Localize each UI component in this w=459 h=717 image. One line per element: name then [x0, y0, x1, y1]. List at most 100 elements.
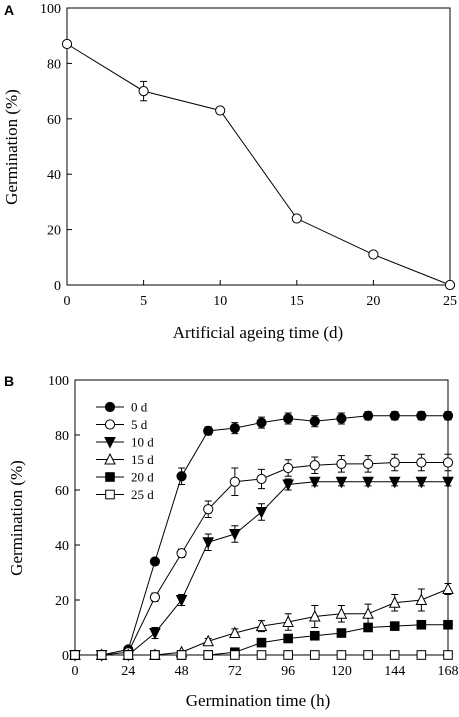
panel-b-series-3-point [415, 593, 428, 605]
panel-a-y-tick-label: 40 [47, 168, 61, 183]
panel-a-series-point [138, 86, 149, 97]
legend-marker [104, 437, 116, 449]
panel-b: B 0 24 48 72 96 120 144 168 0 20 40 60 80 100 0 d 5 d 1… [4, 373, 459, 710]
panel-b-y-tick-label: 80 [55, 429, 69, 444]
panel-b-series-5-point [283, 650, 293, 660]
panel-a-x-tick-label: 10 [213, 294, 227, 309]
panel-b-series-5-point [176, 650, 187, 660]
panel-a-x-axis-label: Artificial ageing time (d) [173, 323, 343, 342]
panel-b-series-0-point [176, 471, 187, 482]
legend-marker [105, 472, 115, 482]
panel-b-series-2 [69, 476, 454, 662]
panel-a-series-line [66, 43, 451, 286]
legend-label: 0 d [131, 400, 148, 415]
panel-b-series-5 [70, 650, 453, 660]
panel-b-x-tick-label: 120 [331, 664, 352, 679]
panel-b-series-3-point [202, 634, 215, 647]
panel-a-series [61, 38, 456, 291]
panel-b-series-4-point [389, 621, 400, 631]
legend-marker [104, 419, 116, 430]
panel-b-series-4-point [336, 628, 347, 638]
panel-b-axes: 0 24 48 72 96 120 144 168 0 20 40 60 80 100 [48, 374, 459, 679]
panel-b-series-1 [69, 453, 454, 661]
panel-b-x-tick-label: 96 [281, 664, 295, 679]
panel-b-series-0-point [203, 425, 214, 436]
panel-a-series-point [291, 213, 302, 224]
panel-b-series-0-point [362, 410, 374, 421]
panel-b-series-5-point [123, 650, 134, 660]
panel-b-x-tick-label: 168 [438, 664, 459, 679]
panel-b-series-0-point [416, 410, 427, 421]
panel-b-series-5-point [363, 650, 373, 660]
panel-b-series-5-point [336, 650, 347, 660]
legend-label: 20 d [131, 470, 154, 485]
panel-a-x-tick-label: 5 [140, 294, 147, 309]
panel-a-y-tick-label: 60 [47, 113, 61, 128]
panel-b-series-2-point [388, 476, 401, 489]
panel-b-x-tick-label: 48 [175, 664, 189, 679]
panel-b-x-tick-label: 24 [121, 664, 135, 679]
panel-b-y-tick-label: 60 [55, 484, 69, 499]
panel-b-series-1-point [176, 548, 187, 559]
panel-b-series-3-point [388, 596, 401, 608]
panel-b-series-0-point [389, 410, 400, 421]
panel-a-x-tick-label: 25 [443, 294, 457, 309]
panel-a-axes: 0 5 10 15 20 25 0 20 40 60 80 100 [40, 2, 457, 309]
panel-b-series [69, 410, 454, 662]
panel-b-series-2-point [362, 476, 374, 489]
panel-b-y-tick-label: 100 [48, 374, 69, 389]
panel-b-series-5-point [389, 650, 400, 660]
panel-b-x-axis-label: Germination time (h) [186, 691, 330, 710]
panel-b-series-1-point [256, 473, 267, 485]
panel-b-series-1-point [229, 476, 240, 487]
panel-b-series-5-point [309, 650, 320, 660]
panel-b-series-3-point [229, 626, 241, 638]
panel-b-series-4-point [443, 619, 453, 630]
panel-b-series-3-point [362, 607, 374, 619]
panel-b-series-4-point [416, 619, 427, 630]
panel-b-series-3-point [335, 607, 348, 619]
panel-b-series-3-point [282, 615, 294, 627]
panel-a-x-tick-label: 0 [64, 294, 71, 309]
panel-b-series-5-point [230, 650, 240, 660]
panel-a-y-axis-label: Germination (%) [2, 89, 21, 205]
panel-b-series-1-point [416, 457, 427, 468]
panel-b-series-1-point [389, 457, 400, 468]
panel-b-series-5-point [96, 650, 107, 660]
panel-b-legend: 0 d 5 d 10 d 15 d 20 d 25 d [96, 400, 154, 502]
panel-b-series-4-point [283, 633, 293, 644]
panel-b-series-5-point [416, 650, 427, 660]
panel-b-series-5-point [443, 650, 453, 660]
panel-a-series-point [61, 38, 73, 50]
legend-label: 5 d [131, 417, 148, 432]
legend-marker [104, 452, 116, 465]
legend-marker [104, 401, 116, 413]
panel-b-series-1-point [336, 458, 347, 469]
panel-b-series-2-point [149, 628, 161, 640]
panel-b-series-4-point [309, 630, 320, 641]
panel-a-x-tick-label: 20 [366, 294, 380, 309]
panel-b-x-tick-label: 72 [228, 664, 242, 679]
panel-b-series-0-point [336, 413, 347, 424]
panel-a-letter: A [4, 2, 14, 18]
panel-b-series-2-point [308, 476, 321, 489]
panel-b-series-0-point [283, 413, 294, 424]
panel-b-series-0-point [229, 423, 240, 434]
panel-a: A 0 5 10 15 20 25 0 20 40 60 80 100 Artificial agei… [2, 2, 457, 342]
legend-label: 15 d [131, 452, 154, 467]
panel-b-series-1-point [203, 504, 214, 515]
panel-b-series-1-point [149, 592, 161, 603]
panel-b-series-1-point [283, 462, 294, 474]
panel-b-series-2-point [415, 476, 428, 489]
panel-b-series-4-point [256, 637, 267, 648]
panel-b-letter: B [4, 373, 14, 389]
panel-a-y-tick-label: 100 [40, 2, 61, 17]
panel-a-x-tick-label: 15 [290, 294, 304, 309]
panel-b-series-5-point [150, 650, 160, 660]
panel-b-series-0 [69, 410, 454, 661]
panel-b-series-2-point [175, 595, 188, 607]
panel-b-series-2-point [282, 479, 294, 492]
panel-a-plot-frame [66, 7, 451, 286]
legend-marker [105, 489, 115, 500]
panel-b-x-tick-label: 0 [72, 664, 79, 679]
